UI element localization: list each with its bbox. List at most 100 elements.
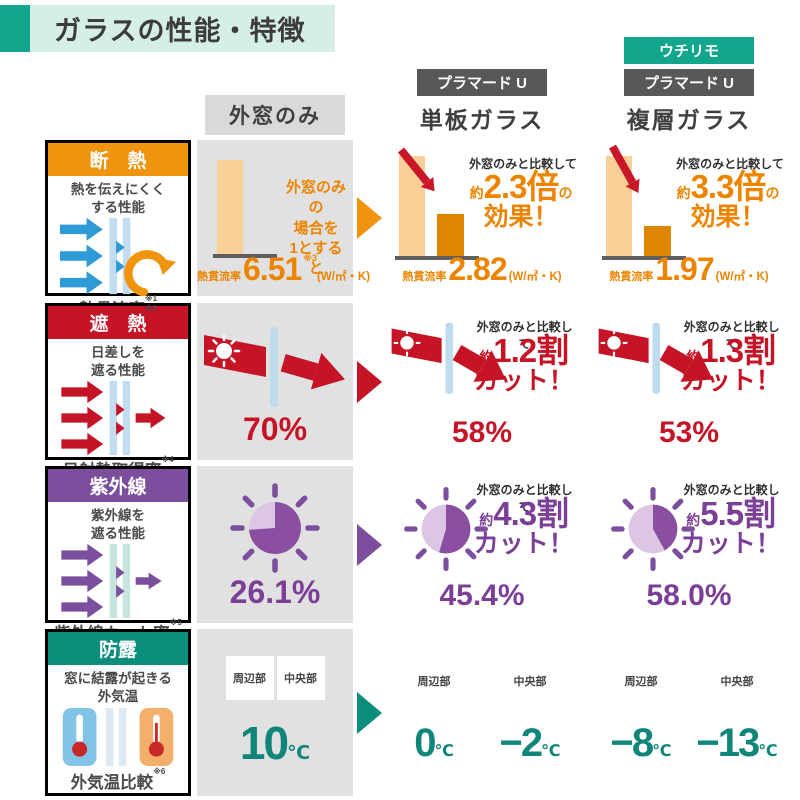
row-description: 窓に結露が起きる 外気温 [64,671,172,704]
temp-number: 10 [239,716,289,769]
metric-label: 熱貫流率 [609,271,654,283]
sun-heat-pass-icon [204,327,345,407]
compare-note: 外窓のみと比較して [469,157,577,171]
dew-single-content: 周辺部 0℃ 中央部 −2℃ [385,629,579,796]
value-percent: 45.4% [439,579,525,612]
effect-text: 約1.3割 カット！ [675,332,786,395]
sun-heat-cut-icon [598,322,713,394]
temperature-value: 10℃ [240,716,310,770]
effect-prefix: 約 [469,185,484,201]
metric-unit: (W/㎡・K) [317,271,371,283]
metric-label: 熱貫流率 [197,271,241,283]
zone-center-label: 中央部 [276,655,325,700]
compare-note: 外窓のみと比較して [476,483,573,514]
row-title: 紫外線 [48,469,188,502]
value-percent: 70% [242,411,308,447]
decrease-arrow-icon [609,144,640,194]
uv-sun-pie-icon [611,487,695,571]
row-title: 断 熱 [48,143,188,176]
cell-shading-single: 外窓のみと比較して 約1.2割 カット！ 58% [385,303,579,460]
metric-label: 熱貫流率 [402,271,447,283]
effect-line2: カット！ [473,529,574,558]
temperature-value: −13℃ [696,721,777,766]
column-header-outer-window: 外窓のみ [197,95,353,140]
thermometers-icon [48,705,188,769]
column-header-double-glass: ウチリモ プラマード U 複層ガラス [592,37,786,140]
row-description: 紫外線を 遮る性能 [91,508,145,541]
arrow-uv [353,466,385,623]
metric-footnotes: ※6 [153,767,166,777]
decrease-arrow-icon [397,147,435,192]
cell-uv-single: 外窓のみと比較して 約4.3割 カット！ 45.4% [385,466,579,623]
cell-insulation-outer: 外窓のみの 場合を 1とすると 熱貫流率6.51 ※3 (W/㎡・K) [197,140,370,296]
row-insulation-label: 断 熱 熱を伝えにくく する性能 熱貫流率※1 ※2 [45,140,191,319]
cell-uv-outer: 26.1% [197,466,353,623]
temp-number: −8 [610,721,655,765]
temperature-value: −8℃ [611,721,672,766]
right-arrow-icon [356,197,382,239]
title-accent-block [0,5,30,52]
cell-insulation-double: 外窓のみと比較して 約3.3倍の 効果！ 熱貫流率1.97 (W/㎡・K) [592,140,786,296]
effect-text: 約1.2割 カット！ [468,332,579,395]
zone-center-label: 中央部 [506,659,554,703]
u-value-line: 熱貫流率2.82 (W/㎡・K) [385,251,579,288]
right-arrow-icon [356,691,382,734]
uv-block-arrows-icon [48,542,188,620]
effect-value: 1.2割 [493,332,569,369]
bar-chart-double [602,150,686,260]
metric-footnotes: ※5 [169,618,182,628]
effect-text: 約2.3倍の 効果！ [463,168,579,230]
effect-text: 約3.3倍の 効果！ [670,168,786,231]
row-uv-label: 紫外線 紫外線を 遮る性能 紫外線カット率※5 [45,466,191,643]
effect-value: 3.3倍 [690,168,767,205]
effect-line2: カット！ [473,366,574,395]
temperature-value: −2℃ [500,721,561,766]
arrow-insulation [353,140,385,296]
temp-unit: ℃ [541,743,561,760]
arrow-dew [353,629,385,796]
u-value-line: 熱貫流率6.51 ※3 (W/㎡・K) [197,251,370,288]
effect-text: 約5.5割 カット！ [675,495,786,557]
u-value-line: 熱貫流率1.97 (W/㎡・K) [592,251,786,288]
bar-chart-outer-only [213,152,277,258]
temp-number: −2 [499,721,544,765]
effect-value: 1.3割 [700,332,776,369]
dew-double-content: 周辺部 −8℃ 中央部 −13℃ [592,629,786,796]
cell-shading-outer: 70% [197,303,353,460]
effect-prefix: 約 [479,512,494,528]
effect-value: 2.3倍 [483,168,560,205]
zone-edge-column: 周辺部 0℃ [393,659,475,766]
cell-shading-double: 外窓のみと比較して 約1.3割 カット！ 53% [592,303,786,460]
effect-text: 約4.3割 カット！ [468,496,579,558]
row-shading-label: 遮 熱 日差しを 遮る性能 日射熱取得率※4 [45,303,191,480]
row-title: 防露 [48,632,188,665]
temp-number: −13 [696,721,760,765]
cell-uv-double: 外窓のみと比較して 約5.5割 カット！ 58.0% [592,466,786,623]
heat-block-arrows-icon [48,379,188,457]
brand-badge: プラマード U [624,69,754,96]
insulation-arrows-icon [48,216,188,297]
metric-value: 2.82 [448,251,507,287]
page-title: ガラスの性能・特徴 [54,16,306,46]
effect-value: 5.5割 [700,495,776,532]
effect-line2: 効果！ [690,202,766,231]
baseline-note: 外窓のみの 場合を 1とすると [285,179,346,277]
compare-note: 外窓のみと比較して [683,483,780,514]
temp-unit: ℃ [434,743,454,760]
title-bar: ガラスの性能・特徴 [0,5,336,52]
metric-footnote: ※3 [303,253,318,263]
effect-prefix: 約 [686,512,701,528]
effect-line2: カット！ [680,366,781,395]
metric-footnotes: ※1 ※2 [144,294,158,314]
brand-badge: プラマード U [417,69,547,96]
right-arrow-icon [356,360,382,403]
effect-prefix: 約 [686,349,701,365]
temp-number: 0 [414,721,436,765]
sun-heat-cut-icon [391,322,506,394]
effect-prefix: 約 [479,349,494,365]
metric-unit: (W/㎡・K) [508,271,562,283]
row-description: 日差しを 遮る性能 [91,345,145,378]
metric-text: 外気温比較 [70,774,154,793]
metric-unit: (W/㎡・K) [715,271,769,283]
zone-center-label: 中央部 [713,659,761,703]
